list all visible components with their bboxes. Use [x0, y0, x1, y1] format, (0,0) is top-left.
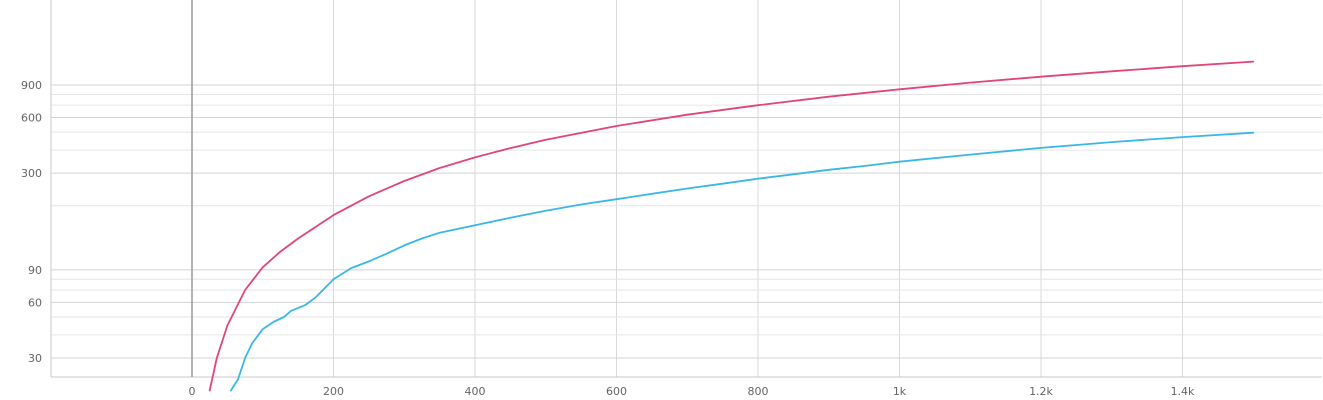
y-tick-label: 300: [21, 167, 42, 180]
y-tick-label: 900: [21, 79, 42, 92]
series-line-2: [229, 131, 1255, 392]
y-tick-label: 600: [21, 112, 42, 125]
x-tick-label: 200: [323, 385, 344, 398]
x-tick-label: 1.4k: [1171, 385, 1195, 398]
x-tick-label: 800: [748, 385, 769, 398]
y-tick-label: 90: [28, 264, 42, 277]
x-tick-label: 400: [465, 385, 486, 398]
y-tick-label: 60: [28, 296, 42, 309]
series-line-1: [208, 60, 1255, 392]
x-tick-label: 1.2k: [1029, 385, 1053, 398]
x-tick-label: 0: [189, 385, 196, 398]
x-tick-label: 1k: [893, 385, 907, 398]
x-tick-label: 600: [606, 385, 627, 398]
y-tick-label: 30: [28, 352, 42, 365]
gridlines: [51, 0, 1322, 377]
tick-labels: 0 200 400 600 800 1k 1.2k 1.4k 30 60 90 300 600 900: [21, 79, 1195, 398]
series-group: [208, 60, 1255, 392]
